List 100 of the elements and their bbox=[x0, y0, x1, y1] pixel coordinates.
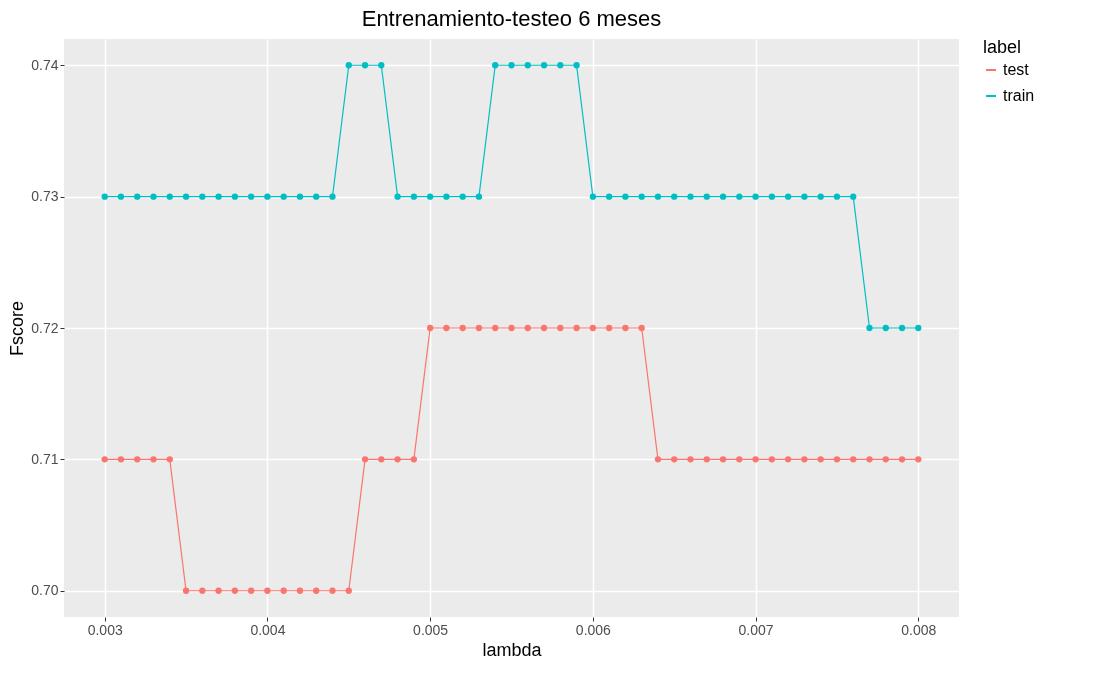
x-axis-title: lambda bbox=[482, 639, 543, 660]
point bbox=[687, 193, 694, 200]
point bbox=[866, 324, 873, 332]
point bbox=[605, 324, 613, 332]
point bbox=[524, 62, 531, 69]
point bbox=[313, 193, 320, 200]
point bbox=[394, 456, 401, 463]
point bbox=[410, 193, 418, 200]
point bbox=[654, 456, 662, 463]
y-axis-title: Fscore bbox=[7, 300, 28, 357]
x-tick-label: 0.008 bbox=[901, 621, 937, 638]
point bbox=[589, 324, 597, 332]
point bbox=[768, 193, 776, 200]
point bbox=[703, 193, 710, 200]
point bbox=[247, 587, 255, 594]
point bbox=[215, 587, 222, 594]
point bbox=[378, 456, 385, 463]
point bbox=[557, 324, 564, 332]
point bbox=[296, 193, 304, 200]
point bbox=[736, 456, 743, 463]
point bbox=[361, 62, 369, 69]
y-tick-label: 0.71 bbox=[31, 450, 59, 467]
point bbox=[199, 587, 206, 594]
point bbox=[589, 193, 597, 200]
point bbox=[150, 193, 157, 200]
point bbox=[687, 456, 694, 463]
point bbox=[833, 193, 841, 200]
x-tick-label: 0.006 bbox=[575, 621, 612, 638]
point bbox=[264, 587, 271, 594]
point bbox=[443, 193, 450, 200]
point bbox=[508, 62, 515, 69]
point bbox=[540, 62, 548, 69]
x-tick-label: 0.005 bbox=[413, 621, 449, 638]
point bbox=[801, 193, 808, 200]
point bbox=[638, 193, 645, 200]
point bbox=[638, 324, 645, 332]
point bbox=[459, 324, 466, 332]
point bbox=[134, 456, 141, 463]
point bbox=[394, 193, 401, 200]
point bbox=[443, 324, 450, 332]
point bbox=[280, 193, 287, 200]
point bbox=[247, 193, 255, 200]
point bbox=[475, 324, 483, 332]
legend-label: train bbox=[1003, 87, 1035, 104]
point bbox=[296, 587, 304, 594]
point bbox=[215, 193, 222, 200]
point bbox=[752, 193, 759, 200]
point bbox=[459, 193, 466, 200]
point bbox=[654, 193, 662, 200]
point bbox=[329, 587, 336, 594]
legend-title: label bbox=[983, 37, 1022, 57]
y-tick-label: 0.72 bbox=[31, 319, 59, 336]
point bbox=[752, 456, 759, 463]
y-tick-label: 0.70 bbox=[31, 582, 59, 599]
point bbox=[719, 193, 727, 200]
point bbox=[898, 456, 906, 463]
point bbox=[101, 456, 108, 463]
point bbox=[833, 456, 841, 463]
legend-label: test bbox=[1003, 61, 1030, 78]
chart-title: Entrenamiento-testeo 6 meses bbox=[361, 6, 662, 31]
point bbox=[345, 587, 352, 594]
point bbox=[784, 456, 792, 463]
point bbox=[915, 456, 922, 463]
point bbox=[410, 456, 418, 463]
point bbox=[801, 456, 808, 463]
point bbox=[671, 193, 678, 200]
point bbox=[378, 62, 385, 69]
point bbox=[573, 324, 580, 332]
point bbox=[101, 193, 108, 200]
point bbox=[492, 62, 499, 69]
point bbox=[117, 193, 125, 200]
point bbox=[719, 456, 727, 463]
point bbox=[882, 324, 889, 332]
point bbox=[492, 324, 499, 332]
point bbox=[313, 587, 320, 594]
y-tick-label: 0.73 bbox=[31, 188, 59, 205]
point bbox=[622, 193, 629, 200]
point bbox=[166, 456, 173, 463]
point bbox=[117, 456, 125, 463]
point bbox=[882, 456, 889, 463]
point bbox=[557, 62, 564, 69]
point bbox=[898, 324, 906, 332]
point bbox=[573, 62, 580, 69]
point bbox=[768, 456, 776, 463]
point bbox=[231, 587, 239, 594]
point bbox=[134, 193, 141, 200]
point bbox=[280, 587, 287, 594]
point bbox=[426, 324, 434, 332]
point bbox=[915, 324, 922, 332]
point bbox=[622, 324, 629, 332]
point bbox=[605, 193, 613, 200]
point bbox=[817, 193, 824, 200]
point bbox=[182, 193, 190, 200]
point bbox=[199, 193, 206, 200]
point bbox=[817, 456, 824, 463]
point bbox=[866, 456, 873, 463]
y-tick-label: 0.74 bbox=[31, 56, 59, 73]
point bbox=[850, 456, 857, 463]
point bbox=[426, 193, 434, 200]
point bbox=[182, 587, 190, 594]
